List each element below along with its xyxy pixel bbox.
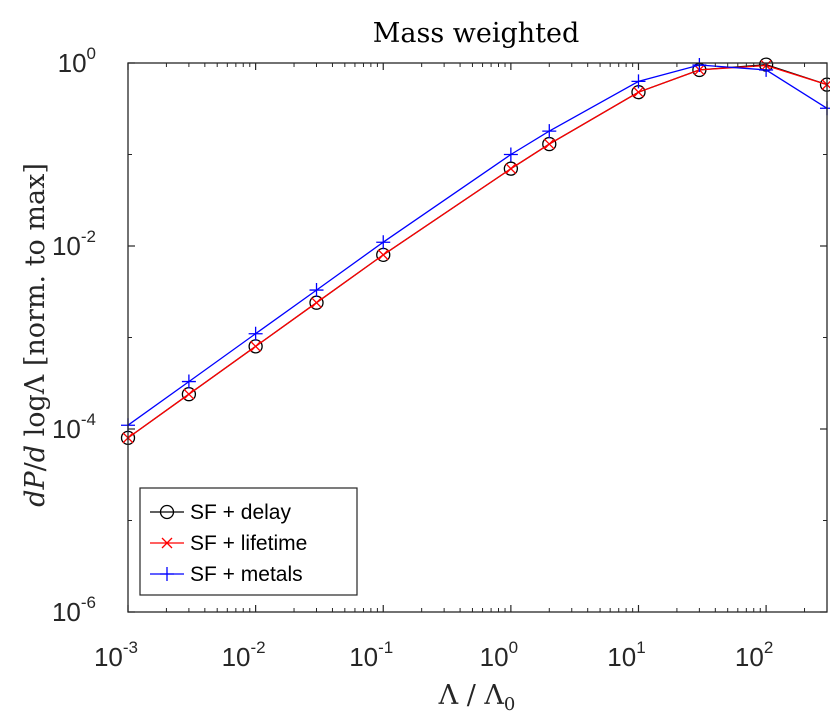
y-tick-label: 10-6 [52, 593, 96, 627]
legend-entry: SF + lifetime [150, 532, 307, 555]
data-point [542, 124, 557, 139]
legend-label: SF + metals [190, 563, 303, 586]
x-tick-labels: 10-3 10-2 10-1 100 101 102 [94, 638, 773, 672]
data-point [309, 283, 324, 298]
x-tick-label: 10-3 [94, 638, 138, 672]
data-point [376, 235, 391, 250]
legend-box [139, 487, 358, 596]
legend: SF + delay SF + lifetime SF + metals [139, 487, 358, 596]
data-point [377, 249, 389, 261]
legend-label: SF + lifetime [190, 532, 307, 555]
axis-layer [127, 62, 828, 613]
data-point [248, 326, 263, 341]
x-axis-label: Λ / Λ0 [438, 680, 516, 715]
y-tick-label: 10-2 [52, 227, 96, 261]
data-point [631, 74, 646, 89]
data-point [505, 163, 517, 175]
x-tick-label: 102 [735, 638, 773, 672]
legend-marker [160, 567, 174, 581]
x-tick-label: 101 [607, 638, 645, 672]
y-tick-labels: 10-6 10-4 10-2 100 [52, 44, 96, 627]
legend-entry: SF + delay [150, 501, 291, 524]
legend-entries: SF + delay SF + lifetime SF + metals [150, 501, 307, 586]
data-point [633, 86, 644, 98]
plot-frame [127, 62, 828, 613]
y-axis-label: dP/d logΛ [norm. to max] [20, 163, 51, 507]
legend-marker [159, 504, 175, 520]
data-point [183, 388, 195, 400]
legend-label: SF + delay [190, 501, 291, 524]
data-point [250, 340, 262, 352]
data-point [311, 297, 322, 309]
x-tick-label: 10-2 [222, 638, 266, 672]
y-tick-label: 100 [58, 44, 96, 78]
data-point [543, 138, 555, 150]
legend-marker [161, 537, 173, 549]
legend-entry: SF + metals [150, 563, 303, 586]
y-tick-label: 10-4 [52, 410, 96, 444]
data-point [181, 374, 196, 389]
x-tick-label: 10-1 [349, 638, 393, 672]
data-point [503, 147, 518, 162]
x-tick-label: 100 [480, 638, 518, 672]
chart-title: Mass weighted [373, 18, 580, 49]
data-point [503, 161, 519, 176]
